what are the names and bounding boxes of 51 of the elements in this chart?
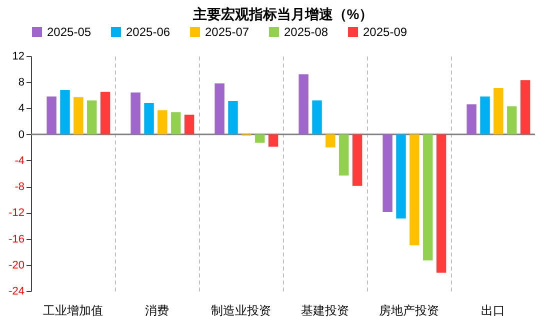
y-tick-label: -20 xyxy=(8,259,24,272)
bar xyxy=(228,101,238,134)
bar xyxy=(339,134,349,176)
y-tick-label: 12 xyxy=(12,50,24,62)
x-tick-label: 消费 xyxy=(145,304,169,318)
bar xyxy=(507,106,517,134)
bar xyxy=(87,100,97,134)
y-tick-label: -24 xyxy=(8,286,24,298)
bar xyxy=(494,88,504,134)
bar xyxy=(268,134,278,147)
bar xyxy=(352,134,362,186)
bar xyxy=(410,134,420,246)
bar xyxy=(214,83,224,134)
bar xyxy=(130,92,140,134)
legend-label: 2025-08 xyxy=(284,25,328,39)
bar xyxy=(255,134,265,143)
y-tick-label: 0 xyxy=(18,128,24,141)
bar xyxy=(423,134,433,260)
bar xyxy=(100,92,110,134)
bar xyxy=(158,110,168,134)
x-tick-label: 制造业投资 xyxy=(211,304,271,318)
bar xyxy=(480,96,490,134)
bar xyxy=(520,80,530,134)
y-tick-label: 4 xyxy=(18,102,24,115)
y-tick-label: -12 xyxy=(8,207,24,220)
x-tick-label: 房地产投资 xyxy=(379,304,439,318)
bar xyxy=(74,97,84,134)
bar xyxy=(60,90,70,134)
bar xyxy=(46,96,56,134)
bar xyxy=(396,134,406,219)
y-tick-label: -8 xyxy=(14,181,24,194)
bar xyxy=(298,74,308,134)
y-tick-label: -4 xyxy=(14,154,24,167)
chart-title: 主要宏观指标当月增速（%） xyxy=(192,6,374,22)
bar xyxy=(144,103,154,134)
bar xyxy=(382,134,392,212)
x-tick-label: 基建投资 xyxy=(301,304,349,318)
legend-label: 2025-07 xyxy=(205,25,250,39)
y-tick-label: -16 xyxy=(8,233,24,246)
bar xyxy=(436,134,446,273)
bar xyxy=(466,104,476,134)
bar xyxy=(326,134,336,148)
legend-label: 2025-05 xyxy=(47,25,92,39)
bar xyxy=(171,112,181,134)
bar xyxy=(184,114,194,134)
x-tick-label: 出口 xyxy=(481,304,505,318)
x-tick-label: 工业增加值 xyxy=(43,304,103,318)
y-tick-label: 8 xyxy=(18,76,24,89)
bar xyxy=(312,100,322,134)
legend-label: 2025-06 xyxy=(126,25,170,39)
legend-label: 2025-09 xyxy=(363,25,408,39)
